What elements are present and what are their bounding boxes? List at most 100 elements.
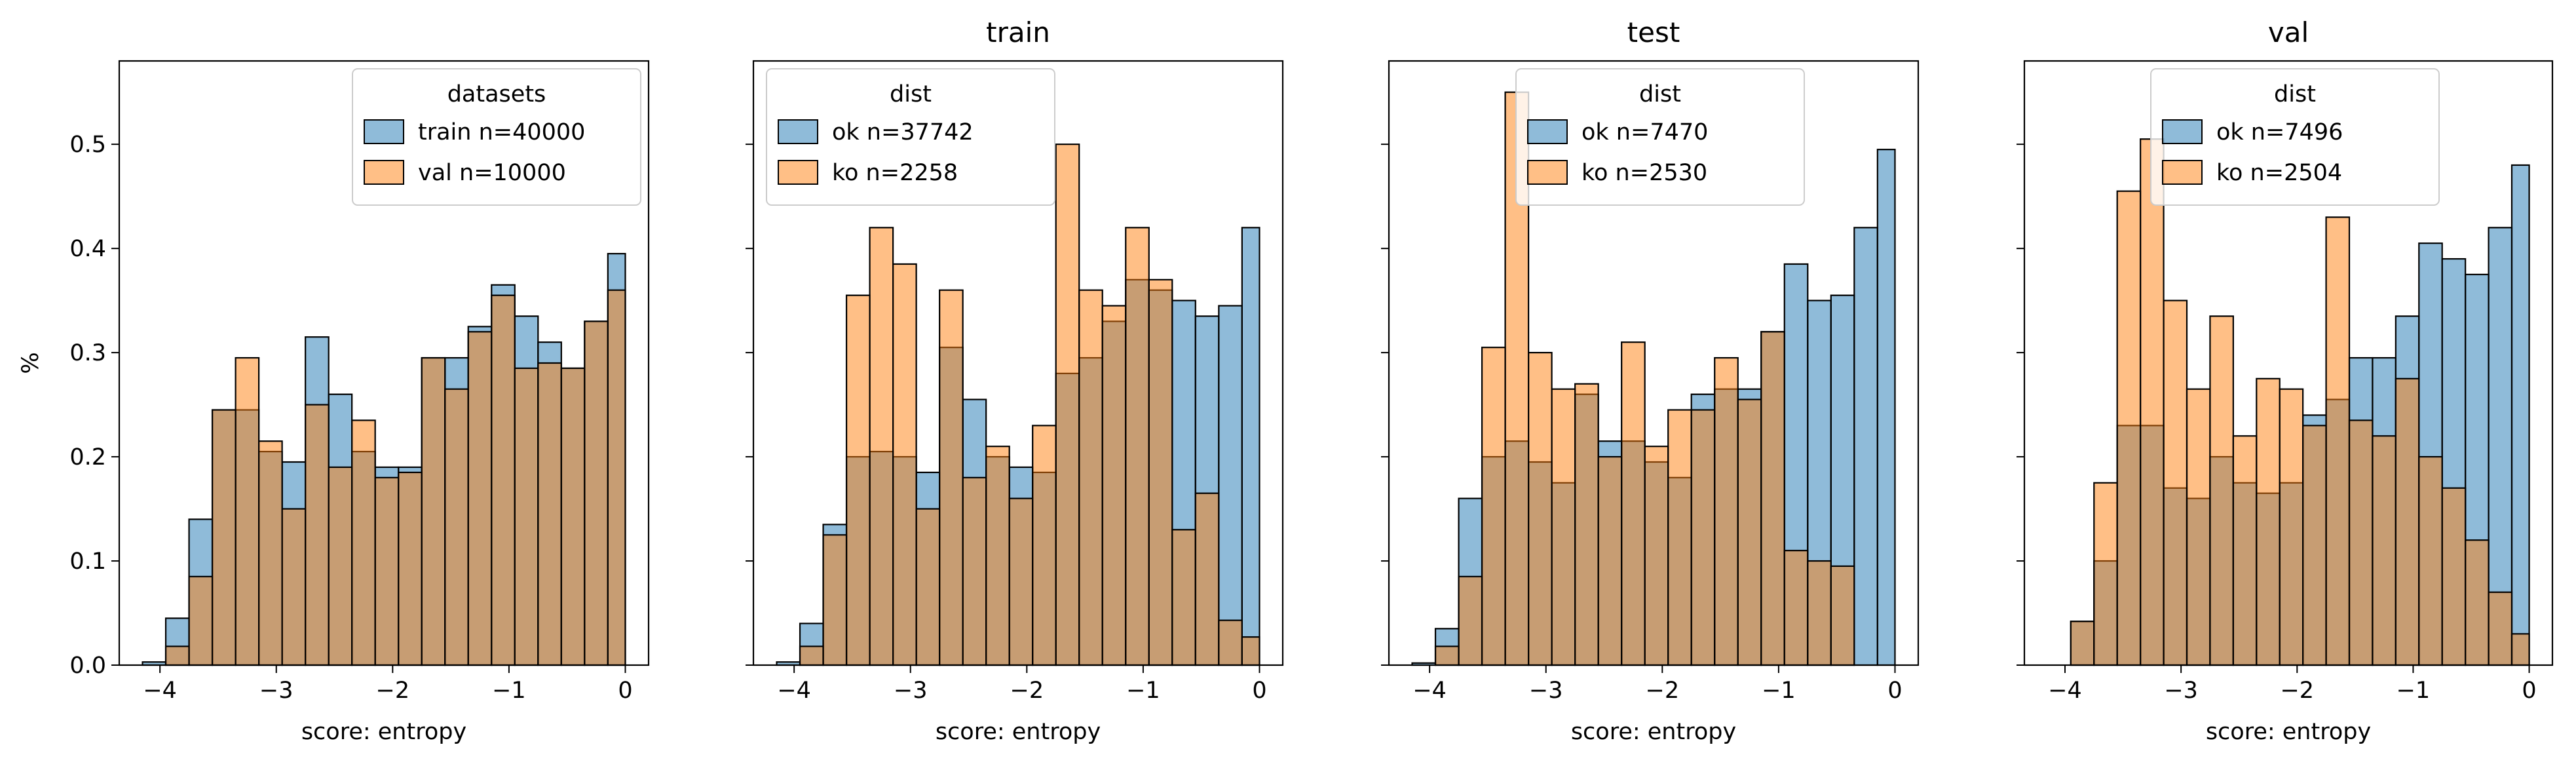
histogram-bar <box>2510 633 2530 666</box>
x-tick-label: −1 <box>492 678 526 704</box>
histogram-bar <box>211 409 237 666</box>
histogram-bar <box>1481 347 1506 666</box>
histogram-bar <box>164 645 190 666</box>
y-tick-label: 0.1 <box>69 548 106 575</box>
histogram-bar <box>467 331 493 666</box>
legend-box <box>2150 68 2440 206</box>
histogram-bar <box>2488 591 2513 666</box>
series-1 <box>164 289 626 666</box>
histogram-bar <box>1218 305 1243 666</box>
legend-title: dist <box>1639 81 1681 107</box>
histogram-bar <box>1241 227 1260 666</box>
legend-swatch <box>1527 119 1568 144</box>
y-tick-label: 0.5 <box>69 132 106 158</box>
histogram-bar <box>2093 482 2118 666</box>
x-tick-label: −2 <box>1010 678 1044 704</box>
legend-box <box>1515 68 1805 206</box>
histogram-bar <box>1644 446 1669 666</box>
histogram-bar <box>351 419 376 666</box>
x-tick-label: −3 <box>894 678 928 704</box>
histogram-bar <box>2395 377 2420 666</box>
histogram-bar <box>444 388 469 666</box>
histogram-bar <box>514 367 539 666</box>
histogram-bar <box>1148 278 1173 666</box>
panel-title: test <box>1627 16 1680 48</box>
legend-entry: ok n=7496 <box>2216 119 2343 145</box>
axes-frame <box>1388 60 1920 666</box>
histogram-bar <box>1714 356 1739 666</box>
x-tick-label: −3 <box>1529 678 1563 704</box>
histogram-bar <box>985 446 1010 666</box>
x-tick-label: −4 <box>777 678 811 704</box>
x-tick-label: 0 <box>1887 678 1902 704</box>
y-tick-label: 0.3 <box>69 340 106 366</box>
legend-swatch <box>2162 160 2203 185</box>
axes-frame <box>752 60 1284 666</box>
histogram-bar <box>1434 645 1460 666</box>
x-tick-label: 0 <box>2522 678 2536 704</box>
histogram-bar <box>1527 352 1553 666</box>
series-1 <box>799 144 1260 666</box>
histogram-bar <box>1760 331 1785 666</box>
histogram-bar <box>1171 529 1196 666</box>
histogram-bar <box>1690 409 1716 666</box>
legend-entry: ok n=37742 <box>832 119 974 145</box>
histogram-bar <box>1574 383 1599 666</box>
x-tick-label: −1 <box>1126 678 1160 704</box>
x-tick-label: −2 <box>2280 678 2314 704</box>
histogram-bar <box>2163 299 2188 666</box>
histogram-bar <box>1218 619 1243 666</box>
histogram-bar <box>305 404 330 666</box>
histogram-bar <box>2348 419 2374 666</box>
y-axis-label: % <box>18 352 44 374</box>
x-tick-label: −2 <box>376 678 410 704</box>
legend-title: dist <box>890 81 932 107</box>
legend-title: dist <box>2274 81 2316 107</box>
histogram-bar <box>1737 398 1762 666</box>
histogram-bar <box>281 508 307 666</box>
y-tick-label: 0.4 <box>69 236 106 262</box>
histogram-bar <box>421 356 446 666</box>
histogram-bar <box>398 471 423 666</box>
x-tick-label: −1 <box>2396 678 2431 704</box>
legend: dist ok n=7496 ko n=2504 <box>2150 68 2440 206</box>
histogram-bar <box>1101 305 1127 666</box>
histogram-bar <box>257 440 283 666</box>
histogram-bar <box>2186 388 2211 666</box>
histogram-bar <box>1078 289 1103 666</box>
histogram-bar <box>2140 138 2165 666</box>
histogram-bar <box>2256 377 2281 666</box>
histogram-bar <box>2510 164 2530 666</box>
histogram-bar <box>1783 550 1809 666</box>
histogram-bar <box>2070 621 2095 666</box>
histogram-bar <box>892 263 917 666</box>
histogram-bar <box>1597 455 1623 666</box>
histogram-bar <box>1241 636 1260 666</box>
histogram-bar <box>1876 149 1896 666</box>
panel-2: −4 −3 −2 −1 0 score: entropy test dist ok n=7470… <box>1381 16 1920 745</box>
legend-entry: ko n=2504 <box>2216 160 2342 186</box>
legend-swatch <box>778 119 818 144</box>
legend-box <box>352 68 641 206</box>
x-tick-label: −1 <box>1762 678 1796 704</box>
panel-3: −4 −3 −2 −1 0 score: entropy val dist ok n=7496 k… <box>2017 16 2554 745</box>
axes-frame <box>2023 60 2554 666</box>
legend: dist ok n=37742 ko n=2258 <box>766 68 1055 206</box>
histogram-bar <box>799 645 824 666</box>
y-tick-label: 0.0 <box>69 653 106 679</box>
histogram-bar <box>1458 575 1483 666</box>
x-tick-label: −4 <box>143 678 177 704</box>
legend-entry: ok n=7470 <box>1582 119 1708 145</box>
axes-frame <box>118 60 650 666</box>
histogram-bar <box>2232 435 2258 666</box>
histogram-bar <box>1667 409 1692 666</box>
histogram-bar <box>235 356 260 666</box>
histogram-bar <box>537 362 562 666</box>
panel-0: −4 −3 −2 −1 0 0.0 0.1 0.2 0.3 0.4 0.5 score: entrop… <box>18 60 650 745</box>
x-tick-label: −4 <box>2048 678 2082 704</box>
legend-swatch <box>364 119 404 144</box>
x-tick-label: −3 <box>2164 678 2198 704</box>
legend-swatch <box>2162 119 2203 144</box>
histogram-bar <box>328 466 353 666</box>
